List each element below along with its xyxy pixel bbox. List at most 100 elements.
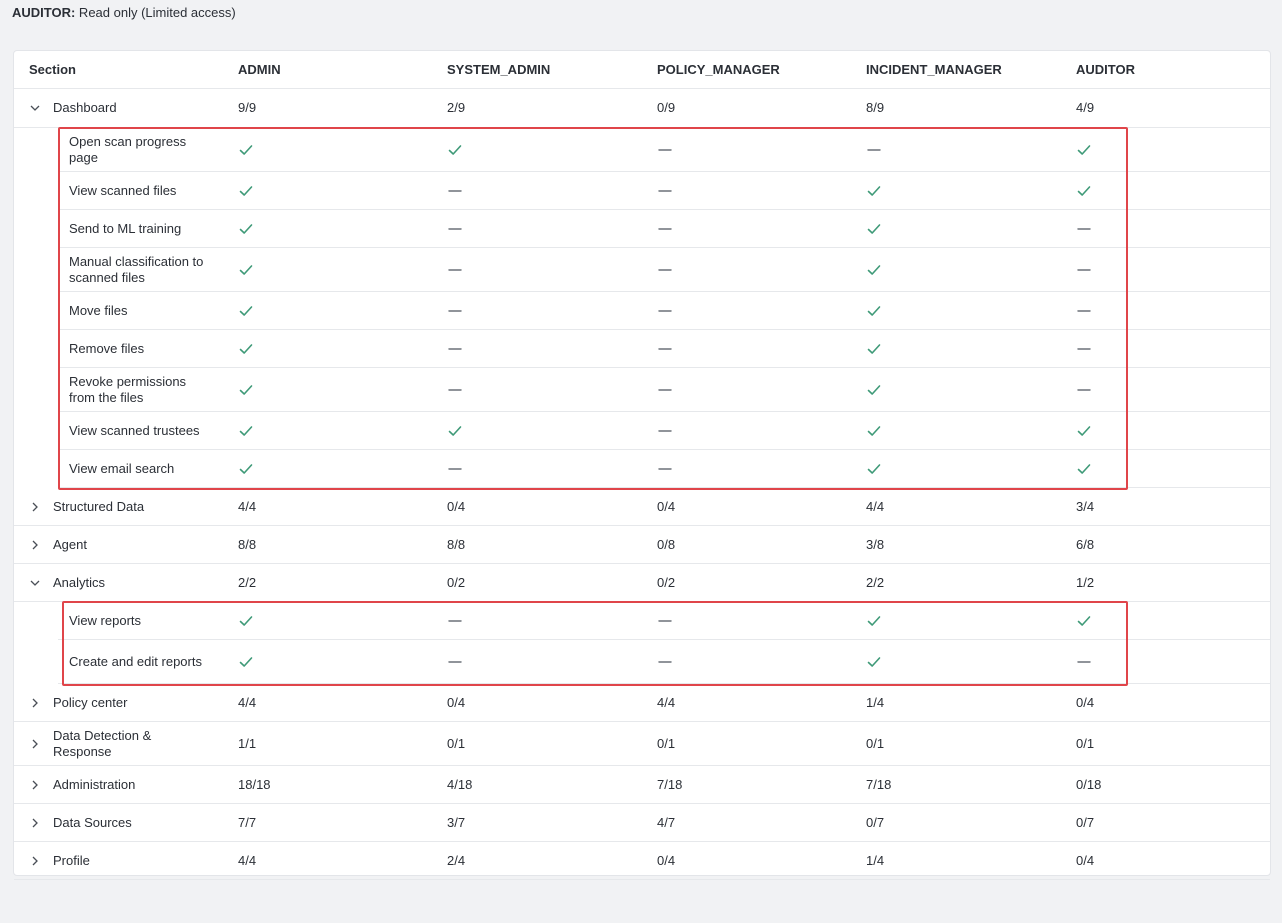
chevron-right-icon[interactable] <box>29 697 41 709</box>
dash-icon <box>657 341 673 357</box>
section-row[interactable]: Policy center 4/4 0/4 4/4 1/4 0/4 <box>14 684 1270 722</box>
permission-cell-policy-manager <box>657 210 673 247</box>
count-admin: 1/1 <box>238 735 257 751</box>
permission-cell-auditor <box>1076 210 1092 247</box>
permission-cell-system-admin <box>447 368 463 411</box>
dash-icon <box>657 654 673 670</box>
permission-row: Open scan progress page <box>58 128 1270 172</box>
check-icon <box>866 221 882 237</box>
section-row[interactable]: Administration 18/18 4/18 7/18 7/18 0/18 <box>14 766 1270 804</box>
section-label: Data Sources <box>53 814 132 830</box>
count-auditor: 0/1 <box>1076 735 1095 751</box>
chevron-right-icon[interactable] <box>29 817 41 829</box>
section-row[interactable]: Data Detection & Response 1/1 0/1 0/1 0/1 0/1 <box>14 722 1270 766</box>
permission-label: View reports <box>69 612 142 628</box>
section-row[interactable]: Dashboard 9/9 2/9 0/9 8/9 4/9 <box>14 89 1270 128</box>
permission-label: Create and edit reports <box>69 653 202 669</box>
permission-name-cell: View scanned trustees <box>69 412 219 449</box>
dash-icon <box>447 262 463 278</box>
dash-icon <box>447 221 463 237</box>
permission-cell-auditor <box>1076 640 1092 683</box>
count-policy-manager: 0/8 <box>657 536 676 552</box>
check-icon <box>238 382 254 398</box>
count-incident-manager: 1/4 <box>866 852 885 868</box>
check-icon <box>866 613 882 629</box>
chevron-right-icon[interactable] <box>29 539 41 551</box>
check-icon <box>866 382 882 398</box>
permission-cell-system-admin <box>447 172 463 209</box>
check-icon <box>866 423 882 439</box>
permission-name-cell: Revoke permissions from the files <box>69 368 219 411</box>
permission-cell-admin <box>238 450 254 487</box>
check-icon <box>1076 461 1092 477</box>
chevron-right-icon[interactable] <box>29 779 41 791</box>
chevron-right-icon[interactable] <box>29 738 41 750</box>
permission-cell-incident-manager <box>866 640 882 683</box>
section-label: Agent <box>53 536 87 552</box>
count-incident-manager: 8/9 <box>866 100 885 115</box>
permission-cell-policy-manager <box>657 450 673 487</box>
section-name-cell: Structured Data <box>29 488 229 525</box>
permission-cell-policy-manager <box>657 330 673 367</box>
permission-label: View scanned trustees <box>69 422 200 438</box>
section-name-cell: Profile <box>29 842 229 879</box>
check-icon <box>238 183 254 199</box>
check-icon <box>1076 183 1092 199</box>
permission-cell-system-admin <box>447 248 463 291</box>
count-incident-manager: 3/8 <box>866 536 885 552</box>
chevron-down-icon[interactable] <box>29 577 41 589</box>
dash-icon <box>447 613 463 629</box>
check-icon <box>238 341 254 357</box>
permission-cell-policy-manager <box>657 640 673 683</box>
section-label: Dashboard <box>53 100 117 115</box>
permission-cell-auditor <box>1076 412 1092 449</box>
chevron-down-icon[interactable] <box>29 102 41 114</box>
dash-icon <box>657 303 673 319</box>
dash-icon <box>657 613 673 629</box>
dash-icon <box>657 461 673 477</box>
permission-cell-system-admin <box>447 292 463 329</box>
permission-cell-incident-manager <box>866 210 882 247</box>
dash-icon <box>447 654 463 670</box>
count-auditor: 0/4 <box>1076 852 1095 868</box>
permission-name-cell: Remove files <box>69 330 219 367</box>
permission-name-cell: Open scan progress page <box>69 128 219 171</box>
section-row[interactable]: Structured Data 4/4 0/4 0/4 4/4 3/4 <box>14 488 1270 526</box>
permission-cell-system-admin <box>447 450 463 487</box>
dash-icon <box>1076 341 1092 357</box>
permission-row: Revoke permissions from the files <box>58 368 1270 412</box>
permission-cell-policy-manager <box>657 368 673 411</box>
check-icon <box>238 461 254 477</box>
section-row[interactable]: Profile 4/4 2/4 0/4 1/4 0/4 <box>14 842 1270 880</box>
role-access-text: Read only (Limited access) <box>75 5 236 20</box>
permission-name-cell: Manual classification to scanned files <box>69 248 219 291</box>
count-auditor: 4/9 <box>1076 100 1095 115</box>
dash-icon <box>447 303 463 319</box>
column-header-auditor: AUDITOR <box>1076 61 1135 77</box>
chevron-right-icon[interactable] <box>29 501 41 513</box>
section-row[interactable]: Analytics 2/2 0/2 0/2 2/2 1/2 <box>14 564 1270 602</box>
permission-cell-incident-manager <box>866 292 882 329</box>
count-policy-manager: 4/7 <box>657 814 676 830</box>
permission-cell-admin <box>238 248 254 291</box>
count-admin: 4/4 <box>238 852 257 868</box>
permission-cell-admin <box>238 210 254 247</box>
chevron-right-icon[interactable] <box>29 855 41 867</box>
dash-icon <box>1076 221 1092 237</box>
section-row[interactable]: Data Sources 7/7 3/7 4/7 0/7 0/7 <box>14 804 1270 842</box>
column-header-section: Section <box>29 61 76 77</box>
section-row[interactable]: Agent 8/8 8/8 0/8 3/8 6/8 <box>14 526 1270 564</box>
permission-name-cell: View email search <box>69 450 219 487</box>
count-incident-manager: 0/7 <box>866 814 885 830</box>
permission-label: View scanned files <box>69 182 177 198</box>
dash-icon <box>1076 382 1092 398</box>
permission-row: View scanned trustees <box>58 412 1270 450</box>
permission-cell-auditor <box>1076 602 1092 639</box>
permission-cell-system-admin <box>447 412 463 449</box>
permission-name-cell: Move files <box>69 292 219 329</box>
permission-name-cell: View scanned files <box>69 172 219 209</box>
count-incident-manager: 0/1 <box>866 735 885 751</box>
permission-label: Move files <box>69 302 128 318</box>
check-icon <box>238 613 254 629</box>
count-auditor: 0/4 <box>1076 694 1095 710</box>
